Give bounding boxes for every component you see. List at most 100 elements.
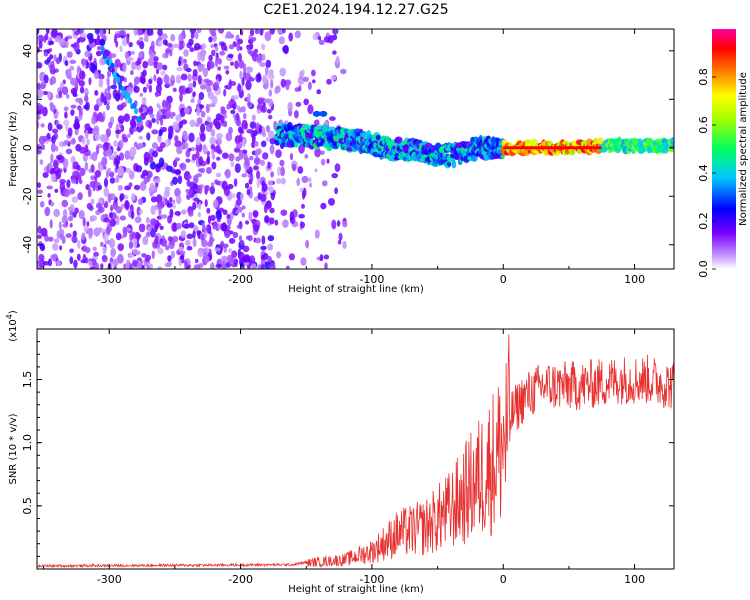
noise-blob <box>236 209 240 214</box>
noise-blob <box>307 81 312 91</box>
noise-blob <box>42 172 49 178</box>
noise-blob <box>43 51 49 57</box>
noise-blob <box>197 51 202 61</box>
noise-blob <box>267 256 272 263</box>
noise-blob <box>253 130 258 137</box>
noise-blob <box>106 70 112 78</box>
noise-blob <box>237 126 243 133</box>
noise-blob <box>61 215 68 224</box>
noise-blob <box>303 187 307 197</box>
x-tick-label: -200 <box>228 573 253 586</box>
noise-blob <box>298 213 305 219</box>
noise-blob <box>179 92 183 102</box>
noise-blob <box>212 81 220 90</box>
noise-blob <box>323 254 330 260</box>
noise-blob <box>121 37 128 47</box>
noise-blob <box>77 239 81 249</box>
noise-blob <box>217 74 222 82</box>
noise-blob <box>44 206 51 217</box>
noise-blob <box>282 29 286 34</box>
noise-blob <box>240 192 244 201</box>
noise-blob <box>267 161 271 169</box>
noise-blob <box>287 101 293 112</box>
noise-blob <box>128 182 133 188</box>
noise-blob <box>268 98 274 107</box>
noise-blob <box>164 186 171 192</box>
noise-blob <box>214 46 219 52</box>
noise-blob <box>69 65 75 71</box>
noise-blob <box>142 60 149 69</box>
noise-blob <box>250 36 257 42</box>
noise-blob <box>79 167 86 177</box>
noise-blob <box>154 224 158 233</box>
noise-blob <box>140 124 144 131</box>
noise-blob <box>224 230 231 239</box>
noise-blob <box>220 223 228 232</box>
noise-blob <box>256 55 262 64</box>
noise-blob <box>47 193 51 198</box>
noise-blob <box>186 245 193 251</box>
noise-blob <box>162 64 168 71</box>
noise-blob <box>269 217 275 225</box>
noise-blob <box>171 112 176 117</box>
noise-blob <box>49 54 54 60</box>
noise-blob <box>49 64 55 72</box>
noise-blob <box>71 178 77 184</box>
noise-blob <box>138 198 144 206</box>
noise-blob <box>61 199 69 208</box>
noise-blob <box>226 217 232 224</box>
noise-blob <box>198 202 202 211</box>
noise-blob <box>259 62 266 68</box>
noise-blob <box>119 193 125 201</box>
noise-blob <box>150 196 158 203</box>
noise-blob <box>174 187 181 198</box>
noise-blob <box>197 75 202 85</box>
x-tick-label: 100 <box>624 573 645 586</box>
noise-blob <box>88 227 94 238</box>
noise-blob <box>198 185 203 195</box>
noise-blob <box>142 86 147 93</box>
noise-blob <box>148 48 153 56</box>
noise-blob <box>253 141 259 147</box>
noise-blob <box>67 73 72 80</box>
noise-blob <box>70 104 77 109</box>
noise-blob <box>99 228 106 233</box>
noise-blob <box>123 113 131 123</box>
noise-blob <box>201 43 207 50</box>
noise-blob <box>184 260 188 269</box>
noise-blob <box>114 58 121 68</box>
noise-blob <box>183 223 190 229</box>
noise-blob <box>264 31 272 42</box>
noise-blob <box>73 121 80 130</box>
noise-blob <box>288 32 294 42</box>
noise-blob <box>121 133 127 141</box>
noise-blob <box>328 198 335 206</box>
noise-blob <box>181 119 188 125</box>
noise-blob <box>110 247 116 258</box>
noise-blob <box>68 215 74 222</box>
noise-blob <box>201 221 206 232</box>
noise-blob <box>320 202 327 210</box>
noise-blob <box>48 40 55 45</box>
noise-blob <box>109 177 116 184</box>
noise-blob <box>164 197 168 206</box>
noise-blob <box>138 36 144 43</box>
noise-blob <box>37 260 42 265</box>
noise-blob <box>238 206 243 213</box>
noise-blob <box>239 70 243 80</box>
noise-blob <box>331 219 337 230</box>
noise-blob <box>50 29 58 39</box>
noise-blob <box>194 42 201 51</box>
noise-blob <box>316 89 322 95</box>
noise-blob <box>125 167 132 174</box>
noise-blob <box>296 177 301 187</box>
noise-blob <box>251 114 256 121</box>
noise-blob <box>174 169 181 174</box>
noise-blob <box>120 203 125 210</box>
noise-blob <box>37 89 44 98</box>
noise-blob <box>84 50 91 58</box>
noise-blob <box>59 245 63 251</box>
snr-multiplier: (x104) <box>5 310 19 342</box>
noise-blob <box>168 82 175 87</box>
noise-blob <box>206 116 212 122</box>
